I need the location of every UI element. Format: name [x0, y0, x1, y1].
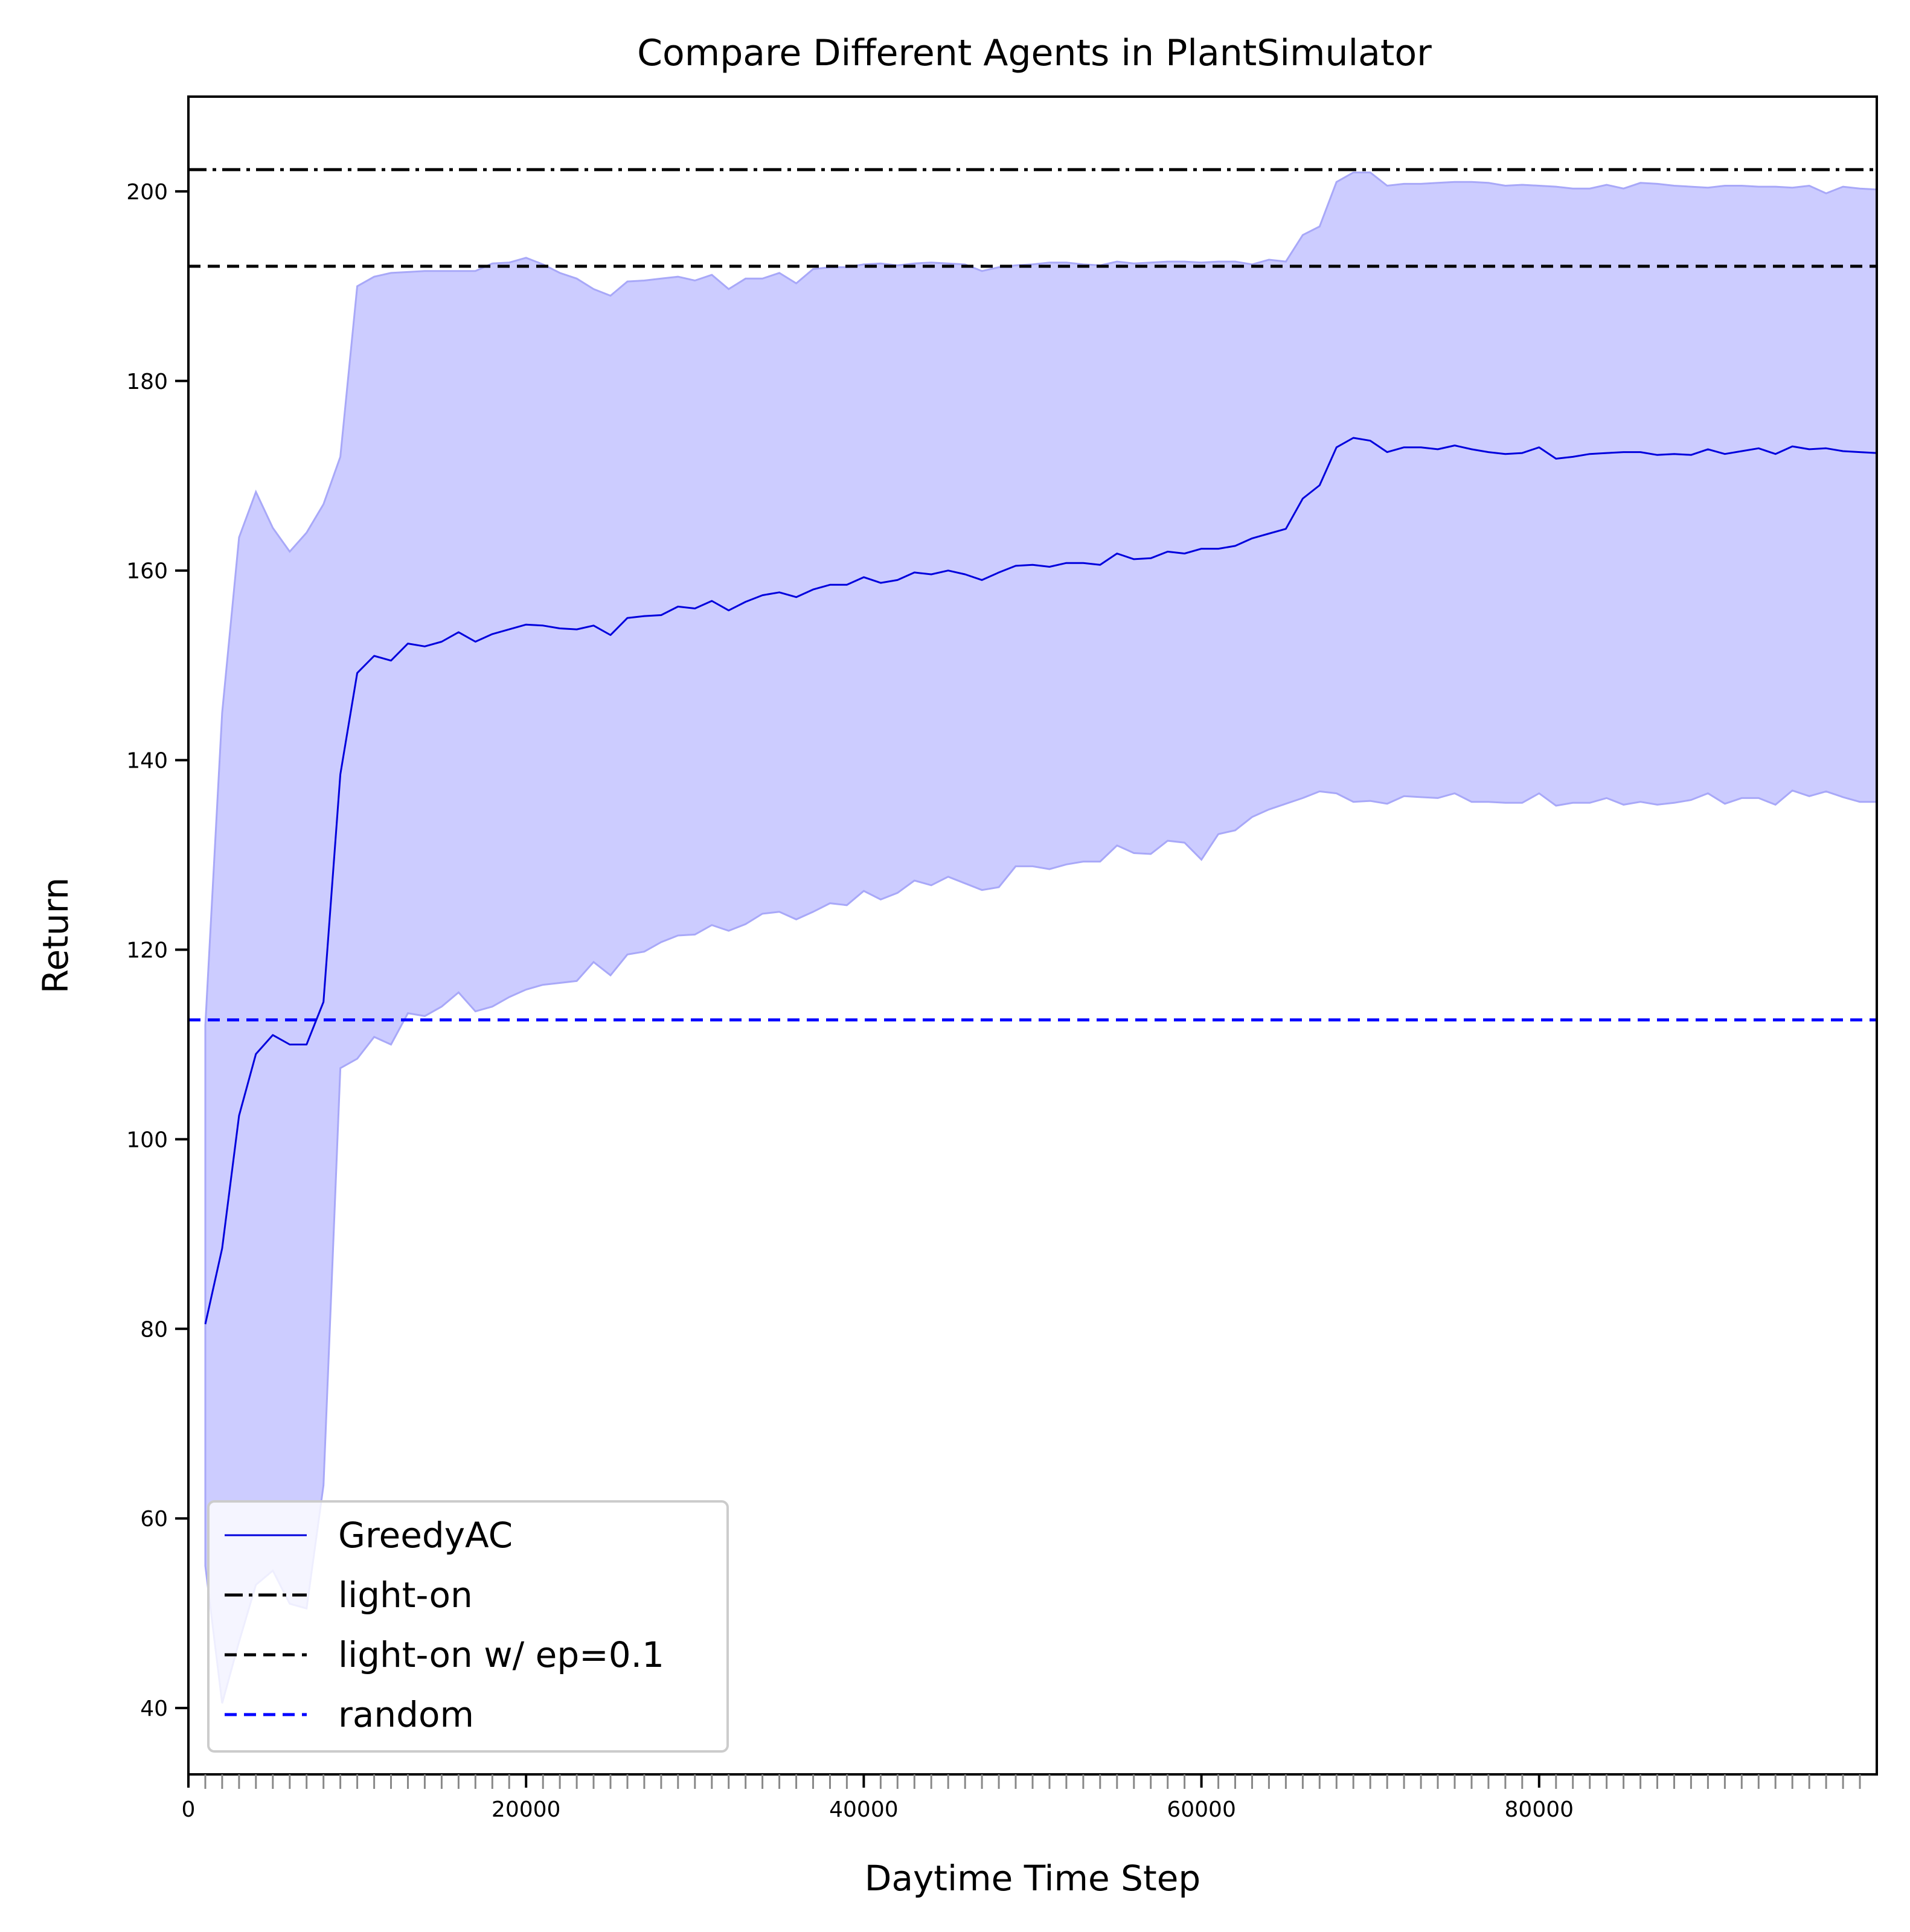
legend-box [207, 1500, 729, 1753]
legend: GreedyAC light-on light-on w/ ep=0.1 ran… [207, 1500, 729, 1753]
y-tick-label: 140 [126, 749, 168, 774]
legend-label-random: random [338, 1694, 474, 1735]
y-axis: 40 60 80 100 120 140 160 180 200 [126, 180, 188, 1721]
y-tick-label: 200 [126, 180, 168, 205]
y-tick-label: 80 [140, 1317, 168, 1342]
y-tick-label: 40 [140, 1696, 168, 1721]
x-tick-label: 20000 [492, 1797, 561, 1822]
x-axis: 0 20000 40000 60000 80000 [182, 1774, 1861, 1822]
x-axis-label: Daytime Time Step [865, 1858, 1200, 1899]
y-axis-label: Return [35, 878, 76, 993]
legend-label-greedyac: GreedyAC [338, 1515, 513, 1556]
y-tick-label: 180 [126, 370, 168, 394]
x-tick-label: 0 [182, 1797, 196, 1822]
x-tick-label: 60000 [1167, 1797, 1236, 1822]
greedyac-mean-line [204, 437, 1877, 1324]
legend-label-light-on: light-on [338, 1574, 473, 1616]
legend-label-light-on-ep: light-on w/ ep=0.1 [338, 1634, 664, 1675]
x-tick-label: 80000 [1505, 1797, 1574, 1822]
x-tick-label: 40000 [829, 1797, 899, 1822]
chart-title: Compare Different Agents in PlantSimulat… [637, 32, 1432, 74]
y-tick-label: 100 [126, 1128, 168, 1152]
y-tick-label: 60 [140, 1507, 168, 1532]
y-tick-label: 120 [126, 939, 168, 963]
y-tick-label: 160 [126, 559, 168, 584]
